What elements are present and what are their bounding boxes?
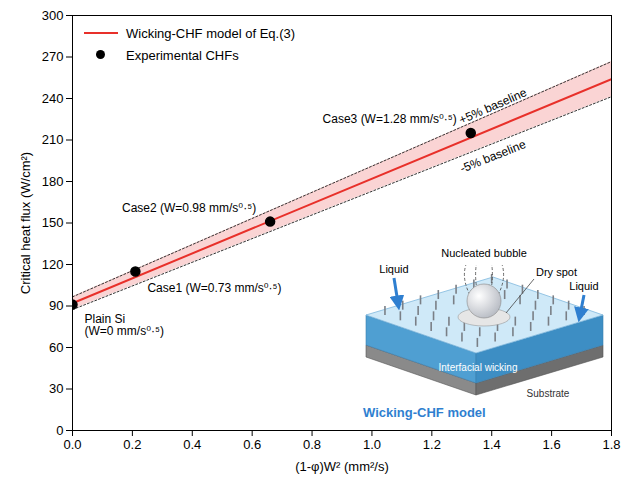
svg-text:0.4: 0.4 <box>183 437 201 452</box>
svg-text:Liquid: Liquid <box>569 280 598 292</box>
svg-text:180: 180 <box>42 174 64 189</box>
svg-text:Wicking-CHF model: Wicking-CHF model <box>363 405 486 420</box>
svg-text:-5% baseline: -5% baseline <box>458 137 528 176</box>
svg-text:300: 300 <box>42 8 64 23</box>
svg-text:1.8: 1.8 <box>602 437 620 452</box>
svg-text:Interfacial wicking: Interfacial wicking <box>439 362 518 373</box>
svg-text:Liquid: Liquid <box>379 263 408 275</box>
svg-text:60: 60 <box>49 340 63 355</box>
svg-text:1.2: 1.2 <box>423 437 441 452</box>
svg-text:0.0: 0.0 <box>63 437 81 452</box>
svg-text:Nucleated bubble: Nucleated bubble <box>441 247 527 259</box>
svg-text:+5% baseline: +5% baseline <box>457 85 529 127</box>
svg-text:Case3 (W=1.28 mm/s⁰·⁵): Case3 (W=1.28 mm/s⁰·⁵) <box>323 112 457 126</box>
svg-text:30: 30 <box>49 381 63 396</box>
svg-text:0.6: 0.6 <box>243 437 261 452</box>
svg-text:1.4: 1.4 <box>483 437 501 452</box>
svg-text:90: 90 <box>49 298 63 313</box>
svg-text:0.2: 0.2 <box>123 437 141 452</box>
svg-text:1.0: 1.0 <box>363 437 381 452</box>
svg-text:Critical heat flux (W/cm²): Critical heat flux (W/cm²) <box>18 152 33 294</box>
svg-text:Case2 (W=0.98 mm/s⁰·⁵): Case2 (W=0.98 mm/s⁰·⁵) <box>122 201 256 215</box>
svg-text:240: 240 <box>42 91 64 106</box>
svg-text:Dry spot: Dry spot <box>536 266 577 278</box>
svg-text:210: 210 <box>42 132 64 147</box>
svg-text:Plain Si(W=0 mm/s⁰·⁵): Plain Si(W=0 mm/s⁰·⁵) <box>85 312 164 338</box>
svg-text:120: 120 <box>42 257 64 272</box>
svg-text:1.6: 1.6 <box>543 437 561 452</box>
svg-text:Case1 (W=0.73 mm/s⁰·⁵): Case1 (W=0.73 mm/s⁰·⁵) <box>147 281 281 295</box>
svg-text:270: 270 <box>42 49 64 64</box>
html-text:Wicking-CHF model of Eq.(3): Wicking-CHF model of Eq.(3) <box>126 25 295 41</box>
svg-text:0: 0 <box>56 423 63 438</box>
svg-text:150: 150 <box>42 215 64 230</box>
svg-text:0.8: 0.8 <box>303 437 321 452</box>
svg-text:Substrate: Substrate <box>527 388 570 399</box>
svg-text:(1-φ)W² (mm²/s): (1-φ)W² (mm²/s) <box>295 459 389 474</box>
html-text:Experimental CHFs: Experimental CHFs <box>126 47 239 63</box>
